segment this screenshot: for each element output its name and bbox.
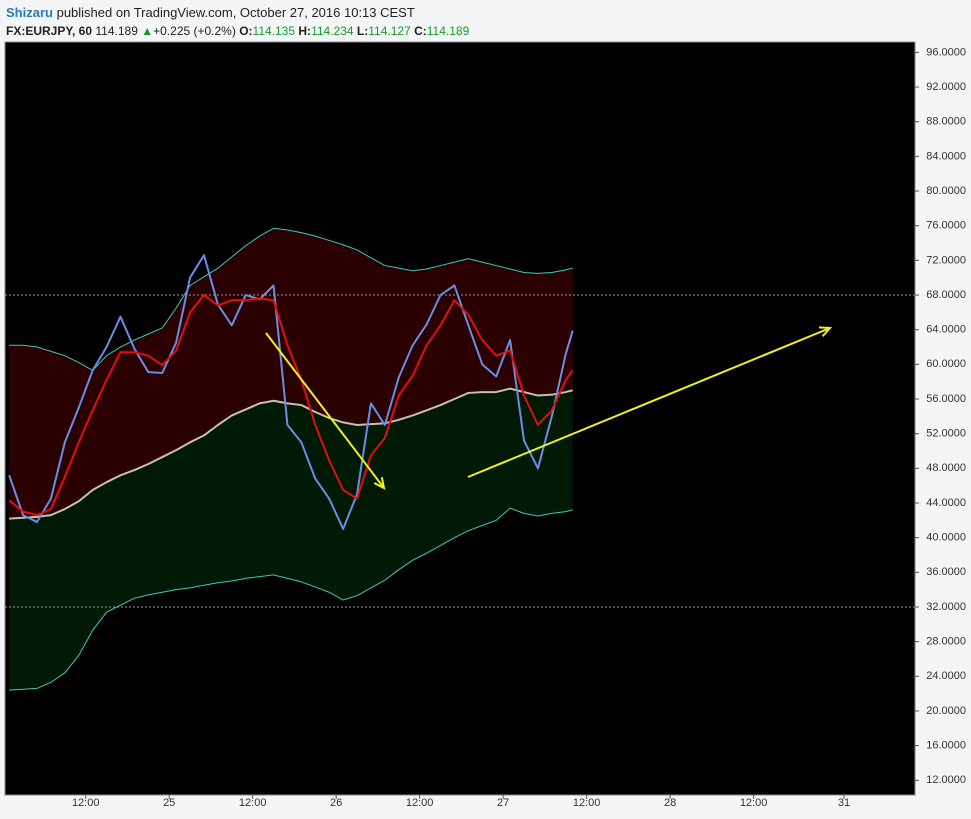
y-axis-panel xyxy=(915,42,971,795)
arrow-line xyxy=(265,332,385,489)
author[interactable]: Shizaru xyxy=(6,5,53,20)
change: +0.225 (+0.2%) xyxy=(153,24,236,38)
ohlc-label: L: xyxy=(356,24,369,38)
ohlc-value: 114.234 xyxy=(311,24,354,38)
band-fill xyxy=(9,228,573,519)
up-icon: ▲ xyxy=(141,24,154,38)
y-tick-label: 76.0000 xyxy=(926,220,966,232)
x-tick-label: 12:00 xyxy=(72,797,100,809)
x-tick-label: 26 xyxy=(330,797,342,809)
ohlc-label: C: xyxy=(414,24,427,38)
y-tick-label: 56.0000 xyxy=(926,393,966,405)
series-line xyxy=(9,507,573,691)
ohlc-label: H: xyxy=(298,24,312,38)
y-tick-label: 96.0000 xyxy=(926,46,966,58)
y-tick-label: 16.0000 xyxy=(926,740,966,752)
x-tick-label: 31 xyxy=(838,797,850,809)
y-tick-label: 68.0000 xyxy=(926,289,966,301)
x-axis-panel xyxy=(0,795,971,819)
x-tick-label: 12:00 xyxy=(406,797,434,809)
ohlc-value: 114.189 xyxy=(426,24,470,38)
y-tick-label: 80.0000 xyxy=(926,185,966,197)
x-tick-label: 27 xyxy=(497,797,509,809)
plot-border xyxy=(4,41,916,796)
y-tick-label: 40.0000 xyxy=(926,532,966,544)
y-tick-label: 12.0000 xyxy=(926,774,966,786)
y-tick-label: 52.0000 xyxy=(926,428,966,440)
x-tick-label: 25 xyxy=(163,797,175,809)
y-tick-label: 24.0000 xyxy=(926,670,966,682)
series-line xyxy=(8,254,574,530)
series-line xyxy=(9,387,573,520)
y-tick-label: 20.0000 xyxy=(926,705,966,717)
y-tick-label: 92.0000 xyxy=(926,81,966,93)
y-tick-label: 88.0000 xyxy=(926,116,966,128)
arrow-head xyxy=(818,326,833,337)
ohlc-value: 114.127 xyxy=(368,24,411,38)
header-line: FX:EURJPY, 60 114.189 ▲+0.225 (+0.2%) O:… xyxy=(6,22,469,41)
y-tick-label: 64.0000 xyxy=(926,324,966,336)
x-tick-label: 12:00 xyxy=(573,797,601,809)
arrow-head xyxy=(373,477,386,490)
ohlc-value: 114.135 xyxy=(252,24,296,38)
y-tick-label: 72.0000 xyxy=(926,254,966,266)
header: Shizaru published on TradingView.com, Oc… xyxy=(6,3,469,41)
ohlc-label: O: xyxy=(239,24,253,38)
published: published on TradingView.com, October 27… xyxy=(56,5,415,20)
x-tick-label: 12:00 xyxy=(740,797,768,809)
x-tick-label: 12:00 xyxy=(239,797,267,809)
series-line xyxy=(9,227,573,371)
x-tick-label: 28 xyxy=(664,797,676,809)
symbol: FX:EURJPY, 60 xyxy=(6,24,93,38)
y-tick-label: 36.0000 xyxy=(926,566,966,578)
last-price: 114.189 xyxy=(95,24,138,38)
y-tick-label: 32.0000 xyxy=(926,601,966,613)
y-tick-label: 28.0000 xyxy=(926,636,966,648)
y-tick-label: 48.0000 xyxy=(926,462,966,474)
header-line: Shizaru published on TradingView.com, Oc… xyxy=(6,3,469,22)
series-line xyxy=(8,294,574,517)
y-tick-label: 60.0000 xyxy=(926,358,966,370)
y-tick-label: 84.0000 xyxy=(926,150,966,162)
y-tick-label: 44.0000 xyxy=(926,497,966,509)
arrow-line xyxy=(467,327,831,478)
